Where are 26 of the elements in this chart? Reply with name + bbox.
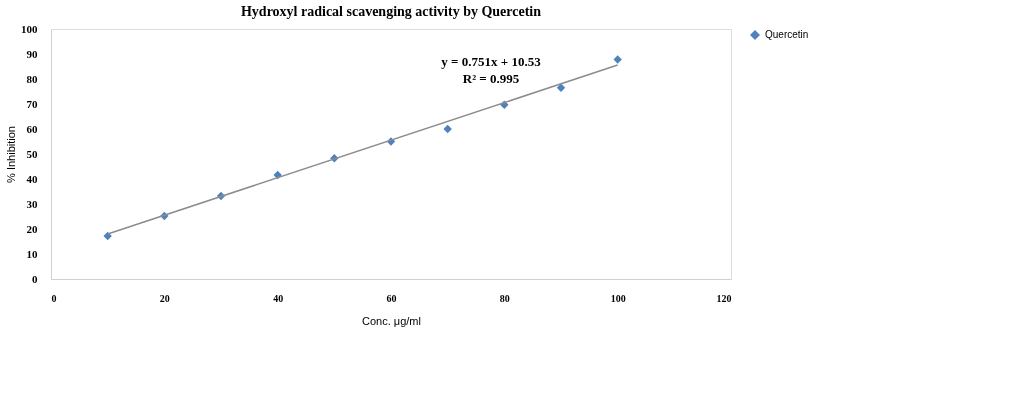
y-tick-label: 80 — [26, 72, 38, 85]
y-tick-label: 10 — [26, 247, 38, 260]
y-tick-label: 100 — [21, 22, 38, 35]
y-tick-label: 60 — [26, 122, 38, 135]
y-tick-label: 20 — [26, 222, 38, 235]
y-tick-label: 30 — [26, 197, 38, 210]
x-tick-label: 120 — [716, 292, 732, 304]
annotation: y = 0.751x + 10.53 — [441, 54, 542, 69]
x-tick-label: 100 — [610, 292, 626, 304]
y-tick-label: 70 — [26, 97, 38, 110]
x-axis-title: Conc. μg/ml — [362, 314, 421, 327]
y-tick-label: 90 — [26, 47, 38, 60]
y-tick-label: 40 — [26, 172, 38, 185]
x-tick-label: 20 — [159, 292, 170, 304]
legend-label: Quercetin — [765, 29, 809, 40]
x-tick-label: 0 — [51, 292, 57, 304]
y-tick-label: 50 — [26, 147, 38, 160]
y-tick-label: 0 — [32, 272, 38, 285]
x-tick-label: 80 — [499, 292, 510, 304]
point — [443, 124, 452, 134]
x-tick-label: 60 — [386, 292, 397, 304]
point — [613, 55, 622, 64]
y-axis-title: % Inhibition — [5, 126, 17, 183]
chart-title: Hydroxyl radical scavenging activity by Quercetin — [240, 4, 542, 19]
x-tick-label: 40 — [273, 292, 284, 304]
annotation: R² = 0.995 — [462, 71, 520, 86]
